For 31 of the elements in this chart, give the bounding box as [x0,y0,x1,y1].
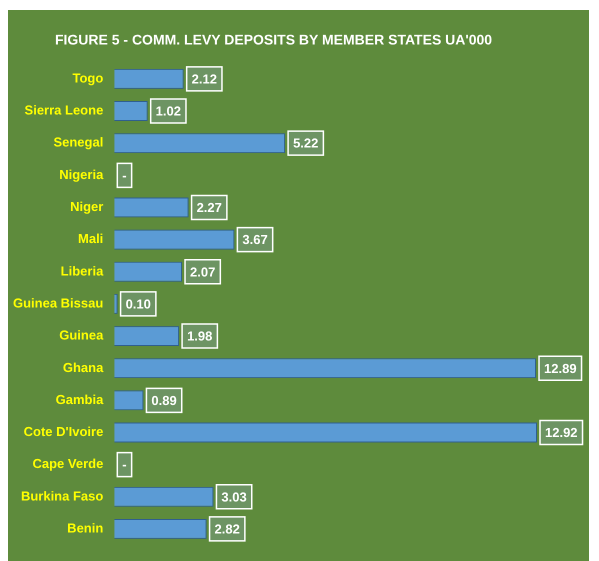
data-label: 1.98 [187,328,212,344]
data-label: 2.12 [192,71,217,86]
data-label: 2.82 [214,522,240,537]
y-tick-label: Liberia [60,263,104,278]
data-label: 0.10 [126,296,151,312]
y-tick-label: Nigeria [59,166,104,182]
data-label: 3.67 [242,232,268,248]
y-tick-label: Burkina Faso [20,488,104,504]
y-tick-label: Benin [67,520,104,536]
data-label: 2.07 [190,264,216,280]
data-label: 1.02 [156,104,181,119]
data-label: 12.89 [544,360,577,376]
data-label: - [122,457,127,472]
data-label: 5.22 [293,136,318,151]
y-tick-label: Cape Verde [32,456,104,472]
chart-title: FIGURE 5 - COMM. LEVY DEPOSITS BY MEMBER STATES UA'000 [54,31,492,48]
data-label: 0.89 [151,392,177,408]
data-label: 2.27 [196,200,222,216]
data-label: 12.92 [544,425,578,440]
y-tick-label: Mali [78,231,104,246]
y-tick-label: Gambia [56,392,104,407]
y-tick-label: Senegal [53,134,104,150]
y-tick-label: Ghana [62,360,104,375]
y-tick-label: Sierra Leone [24,102,104,118]
y-tick-label: Togo [72,70,104,86]
y-tick-label: Niger [70,199,104,214]
data-label: - [122,168,127,183]
data-label: 3.03 [221,489,247,504]
y-tick-label: Cote D'Ivoire [24,424,104,440]
y-tick-label: Guinea Bissau [12,295,104,310]
y-tick-label: Guinea [59,328,104,343]
